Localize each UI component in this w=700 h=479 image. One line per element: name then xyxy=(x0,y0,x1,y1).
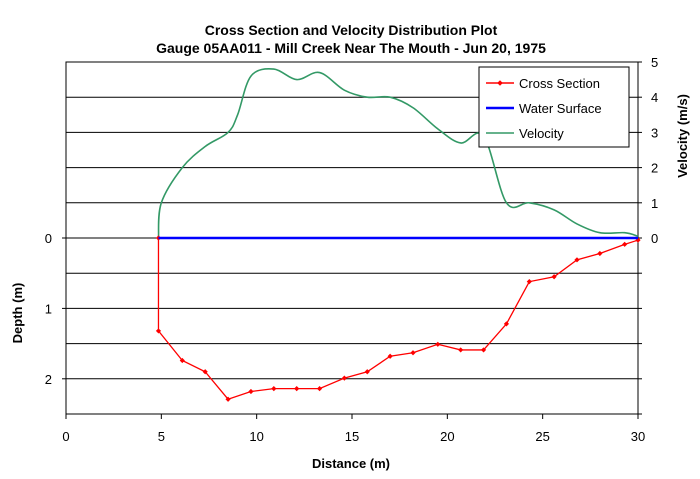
cross-section-point xyxy=(202,369,208,375)
x-tick-label: 5 xyxy=(158,429,165,444)
cross-section-point xyxy=(316,386,323,392)
cross-section-point xyxy=(435,341,441,347)
depth-tick-label: 2 xyxy=(45,372,52,387)
cross-section-point xyxy=(271,386,277,392)
velocity-tick-label: 5 xyxy=(651,55,658,70)
cross-section-point xyxy=(551,274,557,280)
x-tick-label: 15 xyxy=(345,429,359,444)
cross-section-point xyxy=(341,375,347,381)
legend-label-velocity: Velocity xyxy=(519,126,564,141)
cross-section-point xyxy=(574,257,580,263)
x-tick-label: 30 xyxy=(631,429,645,444)
velocity-tick-label: 0 xyxy=(651,231,658,246)
velocity-axis-label: Velocity (m/s) xyxy=(675,94,690,178)
cross-section-point xyxy=(526,279,532,285)
legend: Cross Section Water Surface Velocity xyxy=(478,66,630,148)
chart-subtitle: Gauge 05AA011 - Mill Creek Near The Mout… xyxy=(156,40,546,56)
x-axis-tick-labels: 0 5 10 15 20 25 30 xyxy=(62,429,645,444)
depth-axis-tick-labels: 0 1 2 xyxy=(45,231,66,387)
cross-section-point xyxy=(597,250,603,257)
velocity-axis-tick-labels: 0 1 2 3 4 5 xyxy=(638,55,658,415)
cross-section-point xyxy=(179,357,185,364)
cross-section-point xyxy=(458,347,464,353)
legend-marker-cross-section xyxy=(497,80,503,86)
velocity-tick-label: 1 xyxy=(651,196,658,211)
cross-section-point xyxy=(294,386,300,392)
cross-section-point xyxy=(387,353,393,359)
velocity-line xyxy=(157,68,639,239)
cross-section-point xyxy=(480,347,487,353)
depth-tick-label: 1 xyxy=(45,301,52,316)
velocity-tick-label: 3 xyxy=(651,125,658,140)
cross-section-point xyxy=(503,321,510,327)
velocity-tick-label: 4 xyxy=(651,90,658,105)
x-tick-label: 10 xyxy=(249,429,263,444)
depth-axis-label: Depth (m) xyxy=(10,283,25,344)
depth-tick-label: 0 xyxy=(45,231,52,246)
cross-section-point xyxy=(364,369,370,375)
legend-items: Cross Section Water Surface Velocity xyxy=(486,76,602,141)
x-axis-ticks xyxy=(65,414,639,419)
legend-label-cross-section: Cross Section xyxy=(519,76,600,91)
cross-section-point xyxy=(155,328,162,334)
velocity-tick-label: 2 xyxy=(651,161,658,176)
cross-section-point xyxy=(410,350,416,356)
series-layer xyxy=(155,68,641,402)
x-axis-label: Distance (m) xyxy=(312,456,390,471)
x-tick-label: 25 xyxy=(535,429,549,444)
legend-label-water-surface: Water Surface xyxy=(519,101,602,116)
x-tick-label: 20 xyxy=(440,429,454,444)
cross-section-point xyxy=(622,241,628,247)
cross-section-point xyxy=(225,396,231,402)
cross-section-point xyxy=(248,388,254,395)
chart-title: Cross Section and Velocity Distribution … xyxy=(205,22,498,38)
x-tick-label: 0 xyxy=(62,429,69,444)
